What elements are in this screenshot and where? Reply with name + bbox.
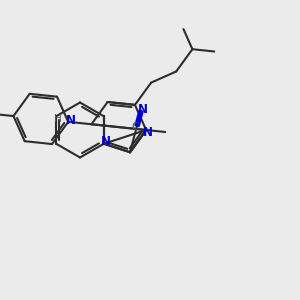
Text: N: N bbox=[143, 125, 153, 139]
Text: N: N bbox=[66, 114, 76, 127]
Text: H: H bbox=[54, 114, 62, 124]
Text: N: N bbox=[101, 135, 111, 148]
Text: C: C bbox=[131, 122, 138, 132]
Text: N: N bbox=[138, 103, 148, 116]
